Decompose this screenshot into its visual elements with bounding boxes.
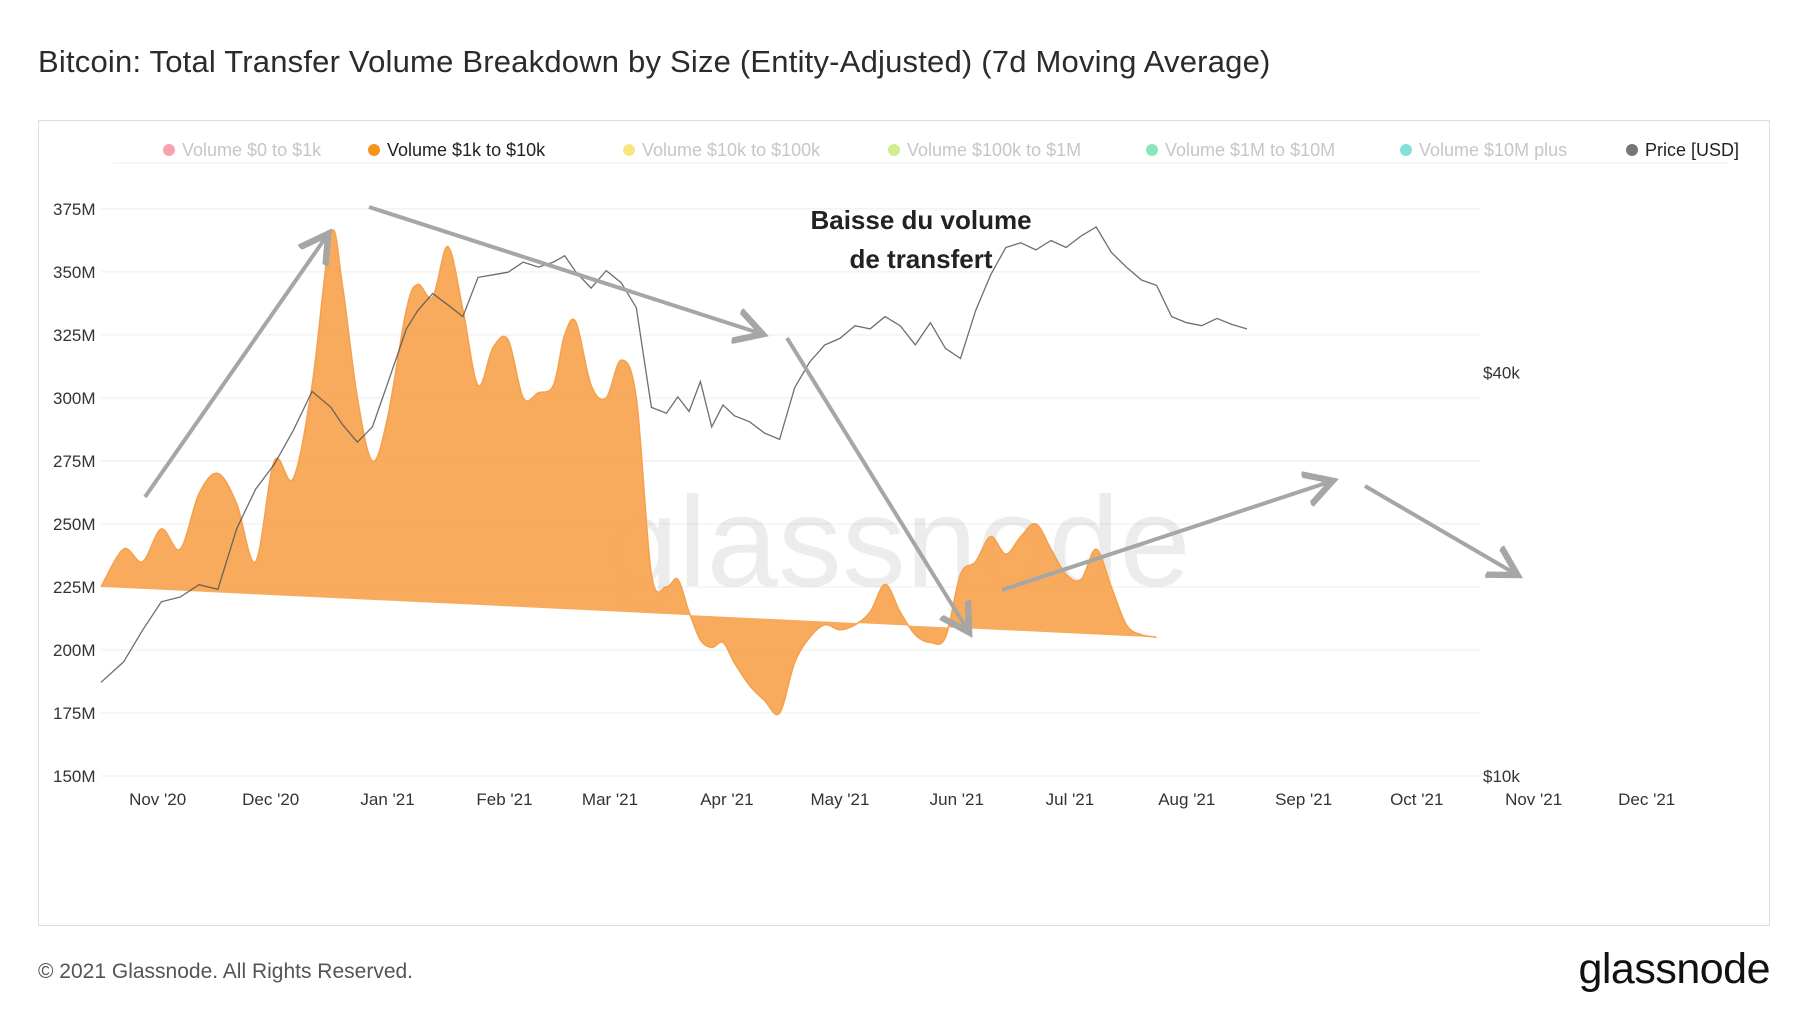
y-left-tick-label: 300M [53,389,96,408]
page-title: Bitcoin: Total Transfer Volume Breakdown… [38,44,1271,79]
legend-label: Volume $100k to $1M [907,140,1081,160]
legend-dot [368,144,380,156]
annotation-line-2: de transfert [849,244,992,274]
y-left-tick-label: 325M [53,326,96,345]
legend-label: Volume $10k to $100k [642,140,821,160]
arrow-downtrend-3 [1363,484,1514,573]
legend-item-volume-10k-100k[interactable]: Volume $10k to $100k [623,140,821,160]
arrow-uptrend-1 [143,237,326,499]
x-tick-label: Feb '21 [476,790,532,809]
x-tick-label: Apr '21 [700,790,753,809]
legend: Volume $0 to $1k Volume $1k to $10k Volu… [163,140,1739,160]
y-left-tick-label: 350M [53,263,96,282]
legend-label: Volume $1M to $10M [1165,140,1335,160]
legend-item-volume-100k-1m[interactable]: Volume $100k to $1M [888,140,1081,160]
legend-label: Volume $0 to $1k [182,140,322,160]
chart-svg: Volume $0 to $1k Volume $1k to $10k Volu… [53,140,1739,809]
chart-frame: Volume $0 to $1k Volume $1k to $10k Volu… [38,120,1770,926]
x-tick-label: Jun '21 [930,790,984,809]
legend-dot [1626,144,1638,156]
y-axis-left-labels: 150M 175M 200M 225M 250M 275M 300M 325M 350M 375M [53,200,96,786]
y-right-tick-label: $40k [1483,364,1520,383]
x-tick-label: Oct '21 [1390,790,1443,809]
x-tick-label: Nov '21 [1505,790,1562,809]
price-usd-line[interactable] [100,226,1248,683]
legend-dot [623,144,635,156]
x-tick-label: Mar '21 [582,790,638,809]
x-tick-label: Dec '21 [1618,790,1675,809]
y-left-tick-label: 225M [53,578,96,597]
legend-item-volume-1m-10m[interactable]: Volume $1M to $10M [1146,140,1335,160]
x-tick-label: May '21 [810,790,869,809]
legend-item-price-usd[interactable]: Price [USD] [1626,140,1739,160]
arrow-downtrend-1 [368,205,759,333]
legend-label: Volume $1k to $10k [387,140,546,160]
x-tick-label: Jan '21 [360,790,414,809]
x-tick-label: Sep '21 [1275,790,1332,809]
legend-item-volume-1k-10k[interactable]: Volume $1k to $10k [368,140,546,160]
y-left-tick-label: 175M [53,704,96,723]
volume-1k-10k-area[interactable] [100,229,1157,716]
y-left-tick-label: 375M [53,200,96,219]
annotation-line-1: Baisse du volume [810,205,1031,235]
y-left-tick-label: 150M [53,767,96,786]
annotation-arrows [143,205,1514,629]
annotation: Baisse du volume de transfert [810,205,1031,274]
legend-label: Volume $10M plus [1419,140,1567,160]
y-left-tick-label: 275M [53,452,96,471]
legend-item-volume-10m-plus[interactable]: Volume $10M plus [1400,140,1567,160]
legend-item-volume-0-1k[interactable]: Volume $0 to $1k [163,140,322,160]
y-axis-right-labels: $10k $40k [1483,364,1520,786]
arrow-uptrend-2 [1001,482,1329,592]
x-tick-label: Aug '21 [1158,790,1215,809]
y-left-tick-label: 250M [53,515,96,534]
copyright: © 2021 Glassnode. All Rights Reserved. [38,960,414,983]
legend-dot [1146,144,1158,156]
x-tick-label: Nov '20 [129,790,186,809]
y-left-tick-label: 200M [53,641,96,660]
x-tick-label: Dec '20 [242,790,299,809]
legend-dot [1400,144,1412,156]
arrow-downtrend-2 [785,336,967,629]
y-right-tick-label: $10k [1483,767,1520,786]
glassnode-logo[interactable]: glassnode [1578,945,1770,993]
legend-dot [888,144,900,156]
x-tick-label: Jul '21 [1046,790,1095,809]
legend-dot [163,144,175,156]
legend-label: Price [USD] [1645,140,1739,160]
x-axis-labels: Nov '20 Dec '20 Jan '21 Feb '21 Mar '21 Apr '… [129,790,1675,809]
